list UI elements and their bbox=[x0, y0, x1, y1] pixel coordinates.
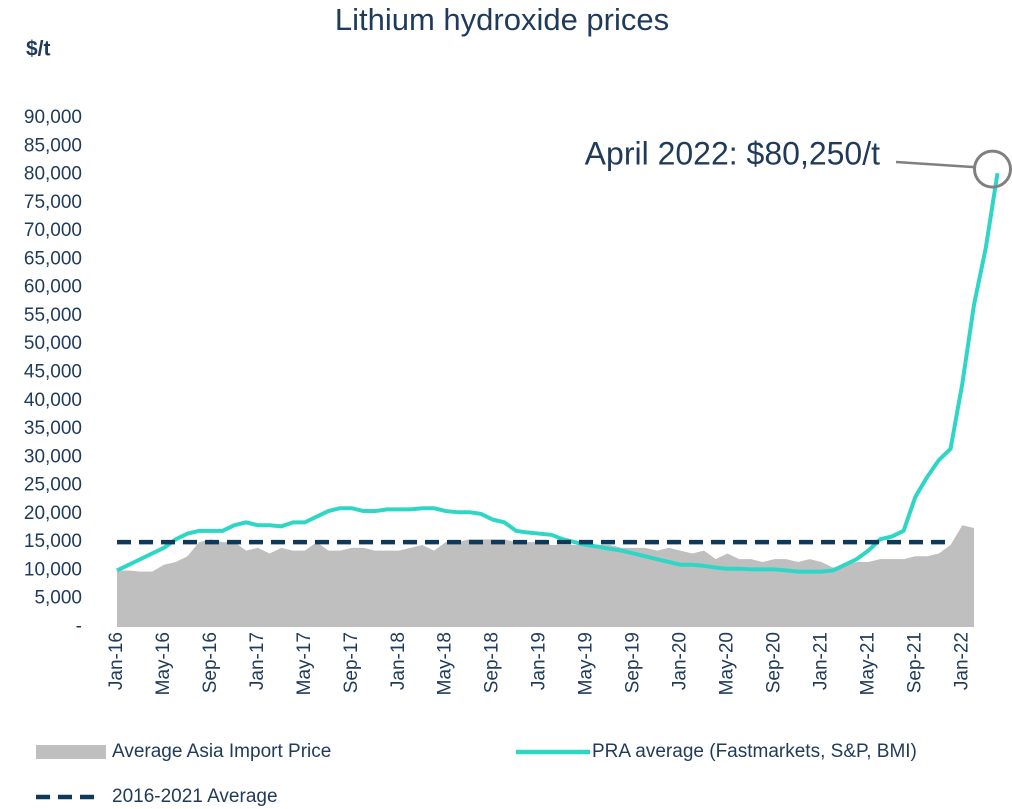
x-tick-label: Jan-20 bbox=[670, 632, 691, 690]
y-tick-label: 60,000 bbox=[24, 277, 82, 298]
x-tick-label: May-18 bbox=[435, 632, 456, 695]
x-tick-label: Jan-22 bbox=[951, 632, 972, 690]
legend-label: 2016-2021 Average bbox=[112, 786, 278, 807]
y-tick-label: 40,000 bbox=[24, 390, 82, 411]
y-tick-label: 85,000 bbox=[24, 135, 82, 156]
area bbox=[117, 525, 975, 627]
highlight-circle bbox=[973, 149, 1012, 189]
y-tick-label: 35,000 bbox=[24, 418, 82, 439]
x-tick-label: May-17 bbox=[294, 632, 315, 695]
x-tick-label: Sep-17 bbox=[341, 632, 362, 693]
x-tick-label: Jan-19 bbox=[529, 632, 550, 690]
x-tick-label: May-16 bbox=[153, 632, 174, 695]
x-tick-label: Sep-18 bbox=[482, 632, 503, 693]
y-tick-label: 50,000 bbox=[24, 333, 82, 354]
y-tick-label: 15,000 bbox=[24, 531, 82, 552]
x-tick-label: Jan-16 bbox=[106, 632, 127, 690]
chart-title: Lithium hydroxide prices bbox=[335, 2, 669, 37]
y-tick-label: 90,000 bbox=[24, 107, 82, 128]
x-tick-label: Jan-17 bbox=[247, 632, 268, 690]
x-tick-label: Jan-21 bbox=[810, 632, 831, 690]
annotation: April 2022: $80,250/t bbox=[585, 135, 880, 171]
y-tick-label: 75,000 bbox=[24, 192, 82, 213]
legend-swatch bbox=[36, 745, 106, 759]
y-tick-label: 70,000 bbox=[24, 220, 82, 241]
legend-label: Average Asia Import Price bbox=[112, 741, 331, 762]
y-tick-label: 45,000 bbox=[24, 362, 82, 383]
y-tick-label: 65,000 bbox=[24, 248, 82, 269]
y-tick-label: 20,000 bbox=[24, 503, 82, 524]
x-tick-label: Sep-21 bbox=[904, 632, 925, 693]
y-tick-label: 30,000 bbox=[24, 446, 82, 467]
x-tick-label: Sep-19 bbox=[623, 632, 644, 693]
line bbox=[116, 172, 1000, 574]
legend-label: PRA average (Fastmarkets, S&P, BMI) bbox=[592, 741, 917, 762]
x-tick-label: Sep-16 bbox=[200, 632, 221, 693]
y-tick-label: 5,000 bbox=[34, 588, 82, 609]
y-tick-label: 55,000 bbox=[24, 305, 82, 326]
x-tick-label: Jan-18 bbox=[388, 632, 409, 690]
y-tick-label: 80,000 bbox=[24, 164, 82, 185]
annotation-leader bbox=[895, 160, 975, 169]
y-tick-label: 25,000 bbox=[24, 475, 82, 496]
x-tick-label: Sep-20 bbox=[763, 632, 784, 693]
x-tick-label: May-21 bbox=[857, 632, 878, 695]
x-tick-label: May-19 bbox=[576, 632, 597, 695]
x-tick-label: May-20 bbox=[716, 632, 737, 695]
y-tick-label: 10,000 bbox=[24, 559, 82, 580]
y-axis-label: $/t bbox=[26, 38, 51, 61]
y-tick-label: - bbox=[76, 616, 82, 637]
